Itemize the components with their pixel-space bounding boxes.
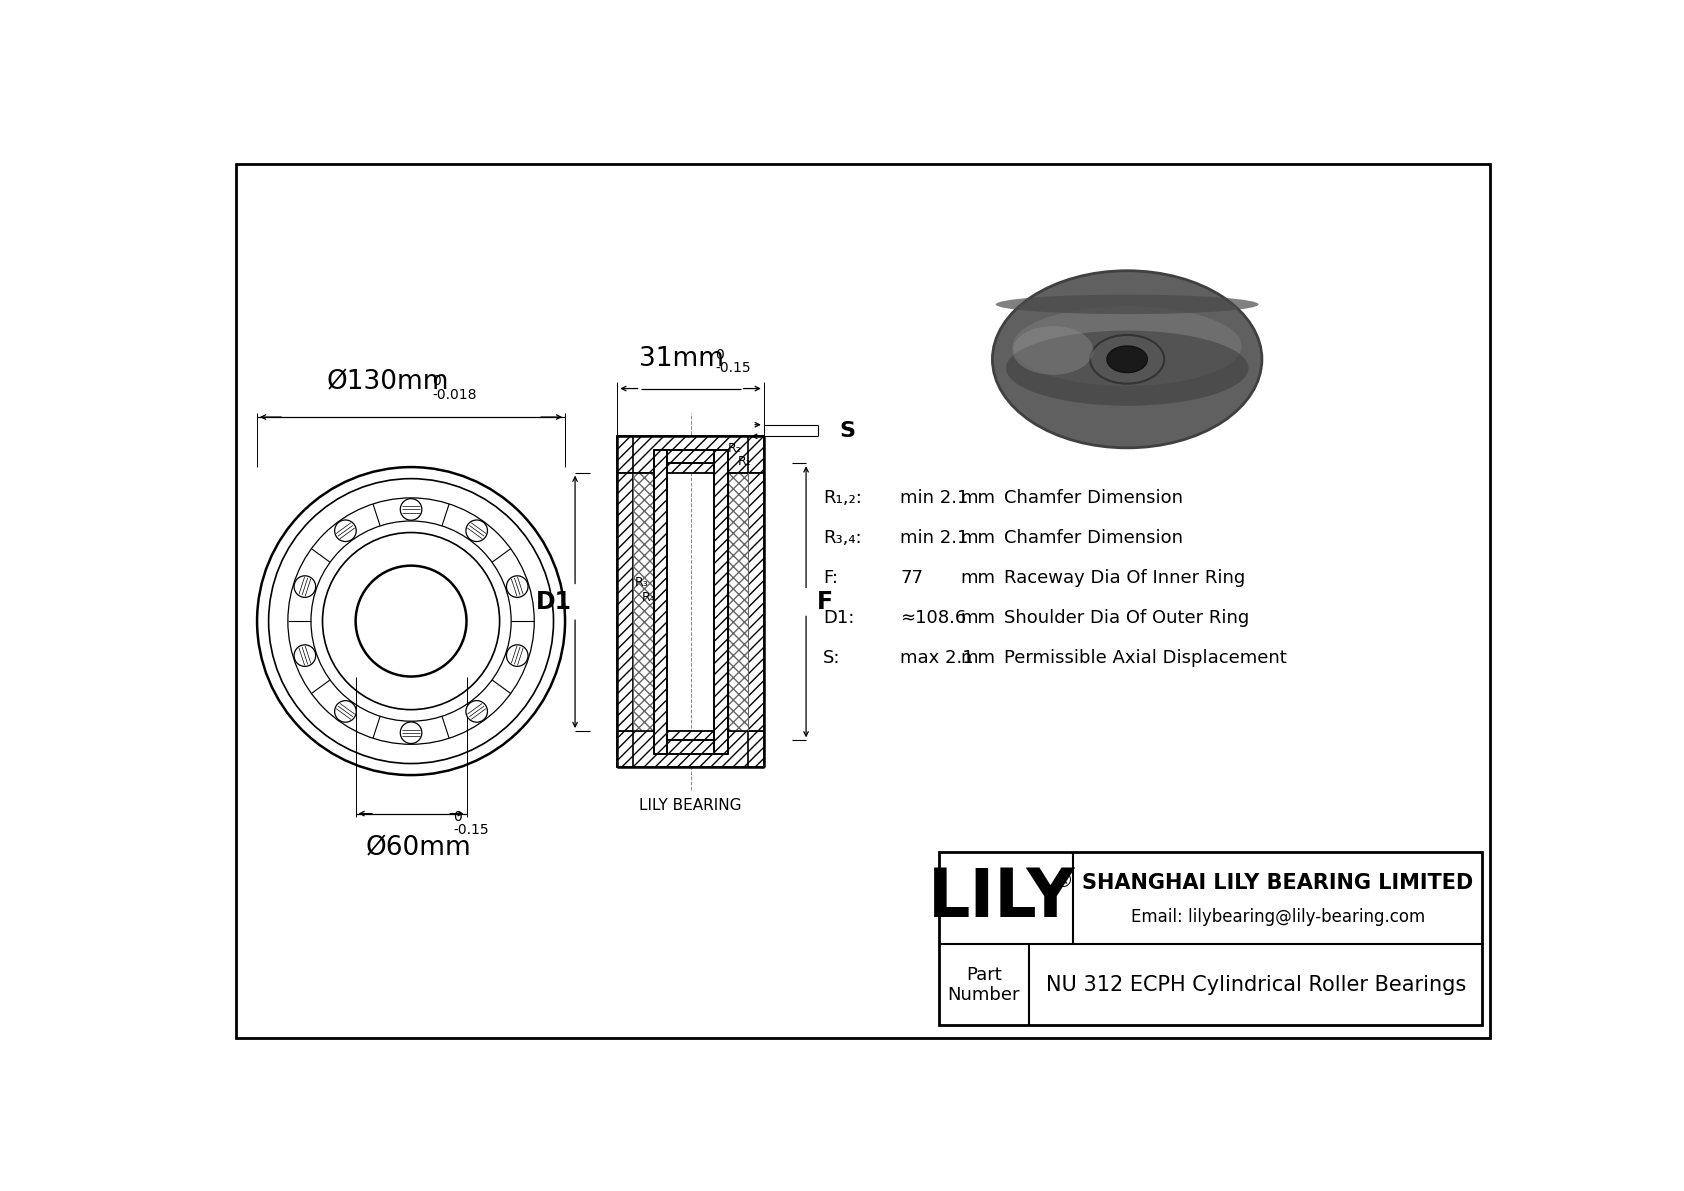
Text: Ø60mm: Ø60mm	[365, 835, 472, 861]
Text: ®: ®	[1052, 872, 1073, 891]
Text: mm: mm	[960, 529, 995, 547]
Circle shape	[258, 467, 566, 775]
Text: 31mm: 31mm	[638, 345, 724, 372]
Text: S: S	[839, 420, 855, 441]
Text: min 2.1: min 2.1	[899, 488, 968, 507]
Text: Raceway Dia Of Inner Ring: Raceway Dia Of Inner Ring	[1004, 569, 1244, 587]
Text: Permissible Axial Displacement: Permissible Axial Displacement	[1004, 649, 1287, 667]
Bar	[727, 473, 748, 731]
Text: min 2.1: min 2.1	[899, 529, 968, 547]
Text: LILY: LILY	[928, 866, 1076, 931]
Bar	[714, 449, 727, 754]
Text: NU 312 ECPH Cylindrical Roller Bearings: NU 312 ECPH Cylindrical Roller Bearings	[1046, 975, 1465, 994]
Circle shape	[507, 644, 529, 667]
Text: R₄: R₄	[642, 592, 655, 605]
Bar	[748, 473, 765, 731]
Text: F: F	[817, 590, 834, 613]
Bar	[667, 449, 714, 463]
Text: LILY BEARING: LILY BEARING	[640, 798, 743, 813]
Circle shape	[466, 520, 487, 542]
Bar	[618, 473, 633, 731]
Ellipse shape	[1090, 335, 1164, 384]
Text: mm: mm	[960, 609, 995, 626]
Circle shape	[295, 644, 315, 667]
Text: F:: F:	[823, 569, 839, 587]
Circle shape	[466, 700, 487, 722]
Text: 0: 0	[716, 349, 724, 362]
Ellipse shape	[1005, 331, 1248, 406]
Circle shape	[295, 575, 315, 598]
Bar	[653, 449, 667, 754]
Text: R₃,₄:: R₃,₄:	[823, 529, 862, 547]
Circle shape	[507, 575, 529, 598]
Text: Chamfer Dimension: Chamfer Dimension	[1004, 529, 1182, 547]
Text: max 2.1: max 2.1	[899, 649, 973, 667]
Text: 0: 0	[453, 810, 461, 824]
Text: mm: mm	[960, 488, 995, 507]
Text: Ø130mm: Ø130mm	[327, 369, 450, 395]
Bar	[618, 436, 765, 473]
Ellipse shape	[1012, 326, 1093, 375]
Text: R₁: R₁	[738, 455, 751, 468]
Text: -0.018: -0.018	[433, 387, 477, 401]
Text: R₃: R₃	[635, 576, 648, 590]
Text: -0.15: -0.15	[453, 823, 488, 837]
Circle shape	[335, 700, 357, 722]
Text: S:: S:	[823, 649, 840, 667]
Text: mm: mm	[960, 649, 995, 667]
Circle shape	[401, 499, 421, 520]
Bar	[667, 741, 714, 754]
Text: mm: mm	[960, 569, 995, 587]
Text: Part
Number: Part Number	[948, 966, 1021, 1004]
Ellipse shape	[992, 270, 1261, 448]
Text: -0.15: -0.15	[716, 361, 751, 375]
Ellipse shape	[995, 294, 1258, 314]
Bar	[618, 731, 765, 767]
Text: ≈108.6: ≈108.6	[899, 609, 967, 626]
Text: Shoulder Dia Of Outer Ring: Shoulder Dia Of Outer Ring	[1004, 609, 1250, 626]
Ellipse shape	[1106, 347, 1147, 373]
Text: D1:: D1:	[823, 609, 854, 626]
Text: 77: 77	[899, 569, 923, 587]
Circle shape	[335, 520, 357, 542]
Text: Email: lilybearing@lily-bearing.com: Email: lilybearing@lily-bearing.com	[1130, 908, 1425, 925]
Text: R₁,₂:: R₁,₂:	[823, 488, 862, 507]
Text: 0: 0	[433, 374, 441, 388]
Ellipse shape	[1012, 306, 1241, 386]
Text: D1: D1	[536, 590, 571, 613]
Bar	[938, 852, 1482, 1025]
Text: R₂: R₂	[727, 442, 741, 455]
Bar	[633, 473, 653, 731]
Text: SHANGHAI LILY BEARING LIMITED: SHANGHAI LILY BEARING LIMITED	[1083, 873, 1474, 892]
Circle shape	[401, 722, 421, 743]
Text: Chamfer Dimension: Chamfer Dimension	[1004, 488, 1182, 507]
